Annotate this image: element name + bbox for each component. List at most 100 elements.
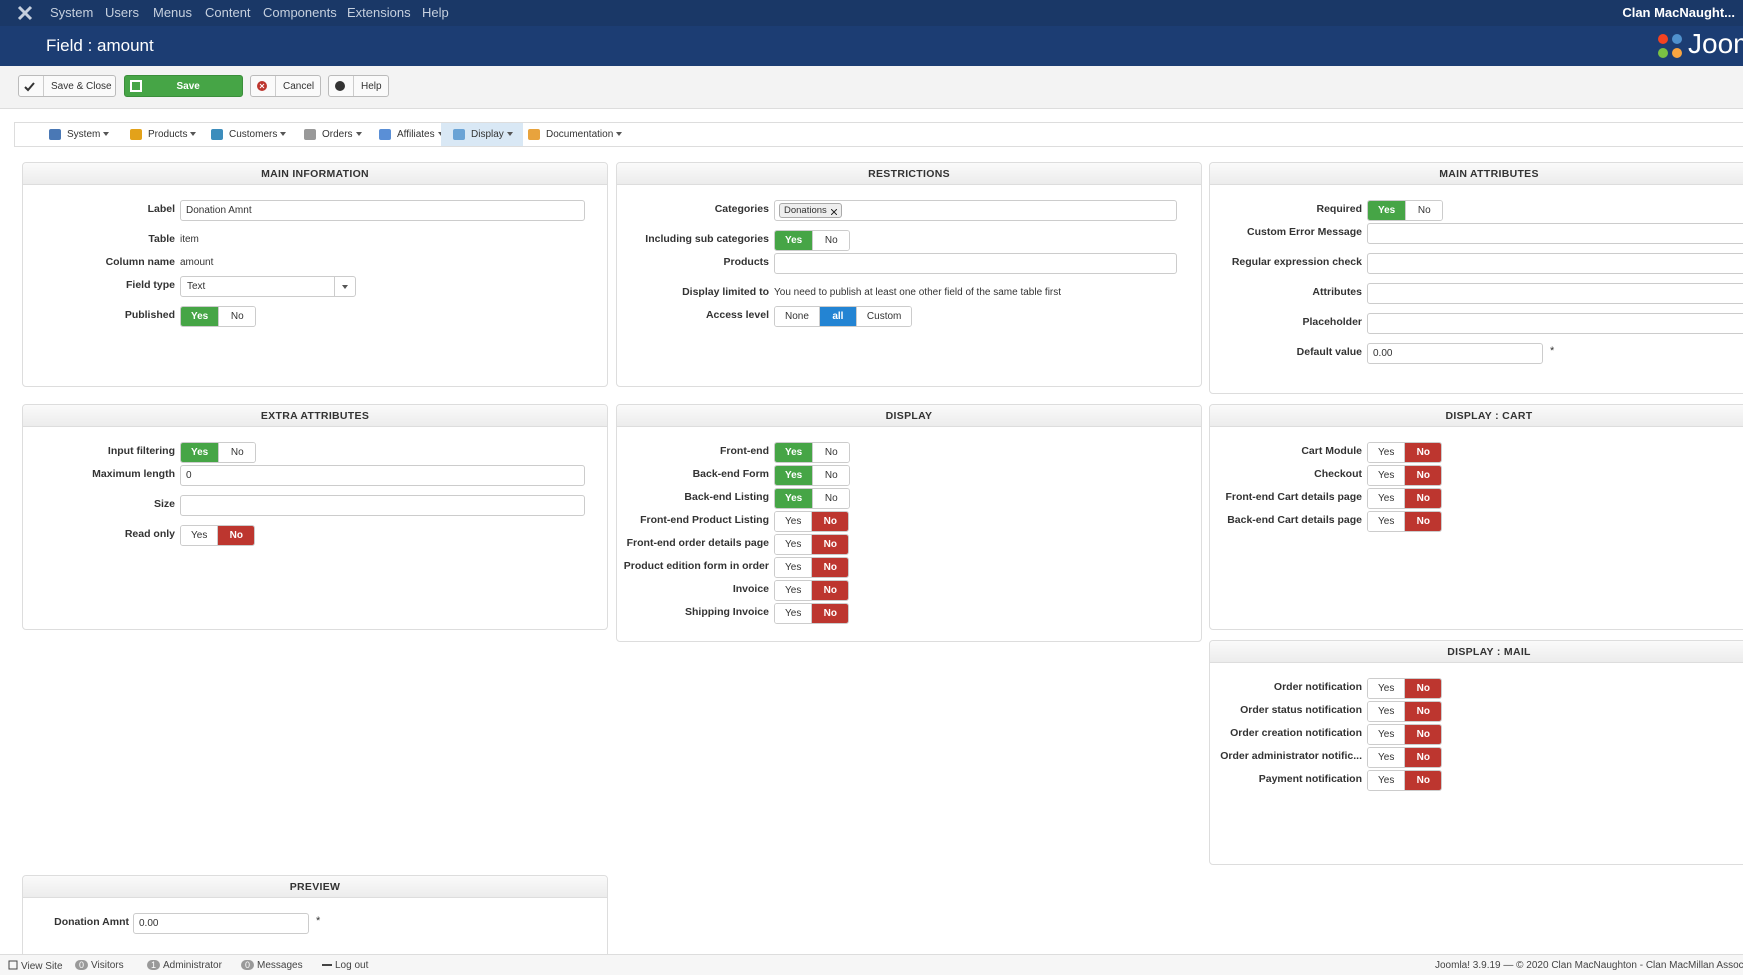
toggle-option[interactable]: Yes <box>1368 702 1405 721</box>
toggle-option[interactable]: No <box>1404 702 1442 721</box>
top-menu-item[interactable]: Help <box>422 5 449 20</box>
form-row: Input filtering Yes No <box>23 442 607 465</box>
toggle-option[interactable]: No <box>811 512 849 531</box>
submenu-item[interactable]: Orders <box>292 123 372 146</box>
panel: EXTRA ATTRIBUTES Input filtering Yes No Maxi… <box>22 404 608 630</box>
text-input[interactable] <box>1367 253 1743 274</box>
footer-status[interactable]: 0 Visitors <box>75 960 124 971</box>
submenu-item[interactable]: Affiliates <box>367 123 454 146</box>
text-input[interactable] <box>1367 223 1743 244</box>
toggle-option[interactable]: No <box>1404 748 1442 767</box>
toggle-option[interactable]: Yes <box>775 443 813 462</box>
view-site-link[interactable]: View Site <box>8 960 63 972</box>
logout-link[interactable]: Log out <box>322 960 368 971</box>
field-label: Invoice <box>732 583 769 595</box>
toggle-option[interactable]: No <box>812 231 850 250</box>
toggle-option[interactable]: Yes <box>775 558 812 577</box>
select-arrow <box>334 277 355 296</box>
text-input[interactable] <box>774 253 1177 274</box>
submenu-item[interactable]: Customers <box>199 123 296 146</box>
toggle-option[interactable]: No <box>1404 466 1442 485</box>
toggle-option[interactable]: No <box>1404 489 1442 508</box>
tag-input[interactable]: Donations <box>774 200 1177 221</box>
toggle-option[interactable]: Yes <box>1368 679 1405 698</box>
toggle-option[interactable]: No <box>218 307 256 326</box>
rows: Cart Module Yes No Checkout Yes No Front-end C… <box>1210 427 1743 534</box>
field-label: Checkout <box>1314 468 1362 480</box>
toggle-option[interactable]: No <box>812 466 850 485</box>
form-row: Default value 0.00 * <box>1210 343 1743 373</box>
toggle-option[interactable]: Yes <box>775 466 813 485</box>
text-input[interactable]: 0 <box>180 465 585 486</box>
submenu-item[interactable]: Documentation <box>516 123 632 146</box>
toggle-option[interactable]: Yes <box>1368 725 1405 744</box>
toggle-option[interactable]: No <box>811 581 849 600</box>
toggle-option[interactable]: No <box>1404 512 1442 531</box>
toggle-option[interactable]: Custom <box>855 307 912 326</box>
toggle-option[interactable]: Yes <box>1368 443 1405 462</box>
text-input[interactable]: 0.00 <box>1367 343 1543 364</box>
form-row: Field type Text <box>23 276 607 306</box>
text-input[interactable]: Donation Amnt <box>180 200 585 221</box>
logout-label: Log out <box>335 960 369 971</box>
toggle-option[interactable]: No <box>1405 201 1443 220</box>
toolbar-button[interactable]: Cancel <box>250 75 321 97</box>
toggle-option[interactable]: Yes <box>1368 489 1405 508</box>
toggle-option[interactable]: No <box>217 526 255 545</box>
toggle-option[interactable]: Yes <box>1368 748 1405 767</box>
text-input[interactable]: 0.00 <box>133 913 309 934</box>
toggle-option[interactable]: Yes <box>181 307 219 326</box>
top-menu-item[interactable]: Menus <box>153 5 193 20</box>
toggle: Yes No <box>774 557 850 578</box>
user-menu[interactable]: Clan MacNaught... <box>1622 5 1735 20</box>
toggle-option[interactable]: None <box>775 307 819 326</box>
tag[interactable]: Donations <box>779 203 842 218</box>
toggle-option[interactable]: No <box>812 443 850 462</box>
toggle-option[interactable]: Yes <box>775 489 813 508</box>
text-input[interactable] <box>1367 283 1743 304</box>
toolbar-button[interactable]: Help <box>328 75 389 97</box>
top-menu-item[interactable]: Content <box>205 5 251 20</box>
footer-status[interactable]: 1 Administrator <box>147 960 222 971</box>
submenu-item[interactable]: Products <box>118 123 206 146</box>
toggle-option[interactable]: No <box>1404 725 1442 744</box>
toggle-option[interactable]: No <box>812 489 850 508</box>
toggle-option[interactable]: Yes <box>181 443 219 462</box>
toggle-option[interactable]: No <box>811 535 849 554</box>
toggle-option[interactable]: No <box>218 443 256 462</box>
select[interactable]: Text <box>180 276 356 297</box>
top-menu-item[interactable]: Users <box>105 5 139 20</box>
field-label: Published <box>124 309 175 321</box>
form-row: Shipping Invoice Yes No <box>617 603 1201 626</box>
caret <box>190 132 197 137</box>
text-input[interactable] <box>180 495 585 516</box>
toggle-option[interactable]: No <box>811 604 849 623</box>
toggle-option[interactable]: Yes <box>775 231 813 250</box>
submenu-item[interactable]: System <box>37 123 119 146</box>
toolbar-button[interactable]: Save & Close <box>18 75 116 97</box>
submenu-icon <box>379 129 391 140</box>
toggle-option[interactable]: Yes <box>1368 466 1405 485</box>
text-input[interactable] <box>1367 313 1743 334</box>
toggle-option[interactable]: No <box>811 558 849 577</box>
footer-status[interactable]: 0 Messages <box>241 960 303 971</box>
toggle-option[interactable]: Yes <box>775 512 812 531</box>
toggle-option[interactable]: Yes <box>1368 201 1406 220</box>
toolbar-button[interactable]: Save <box>124 75 243 97</box>
toggle: Yes No <box>774 580 850 601</box>
toggle-option[interactable]: No <box>1404 679 1442 698</box>
toggle-option[interactable]: Yes <box>775 581 812 600</box>
toggle-option[interactable]: No <box>1404 771 1442 790</box>
toggle-option[interactable]: No <box>1404 443 1442 462</box>
toggle-option[interactable]: Yes <box>1368 771 1405 790</box>
toggle-option[interactable]: Yes <box>181 526 218 545</box>
submenu-item[interactable]: Display <box>441 123 523 146</box>
top-menu-item[interactable]: System <box>50 5 94 20</box>
field-label: Size <box>153 498 175 510</box>
toggle-option[interactable]: all <box>818 307 856 326</box>
top-menu-item[interactable]: Components <box>263 5 337 20</box>
toggle-option[interactable]: Yes <box>775 604 812 623</box>
toggle-option[interactable]: Yes <box>775 535 812 554</box>
top-menu-item[interactable]: Extensions <box>347 5 411 20</box>
toggle-option[interactable]: Yes <box>1368 512 1405 531</box>
